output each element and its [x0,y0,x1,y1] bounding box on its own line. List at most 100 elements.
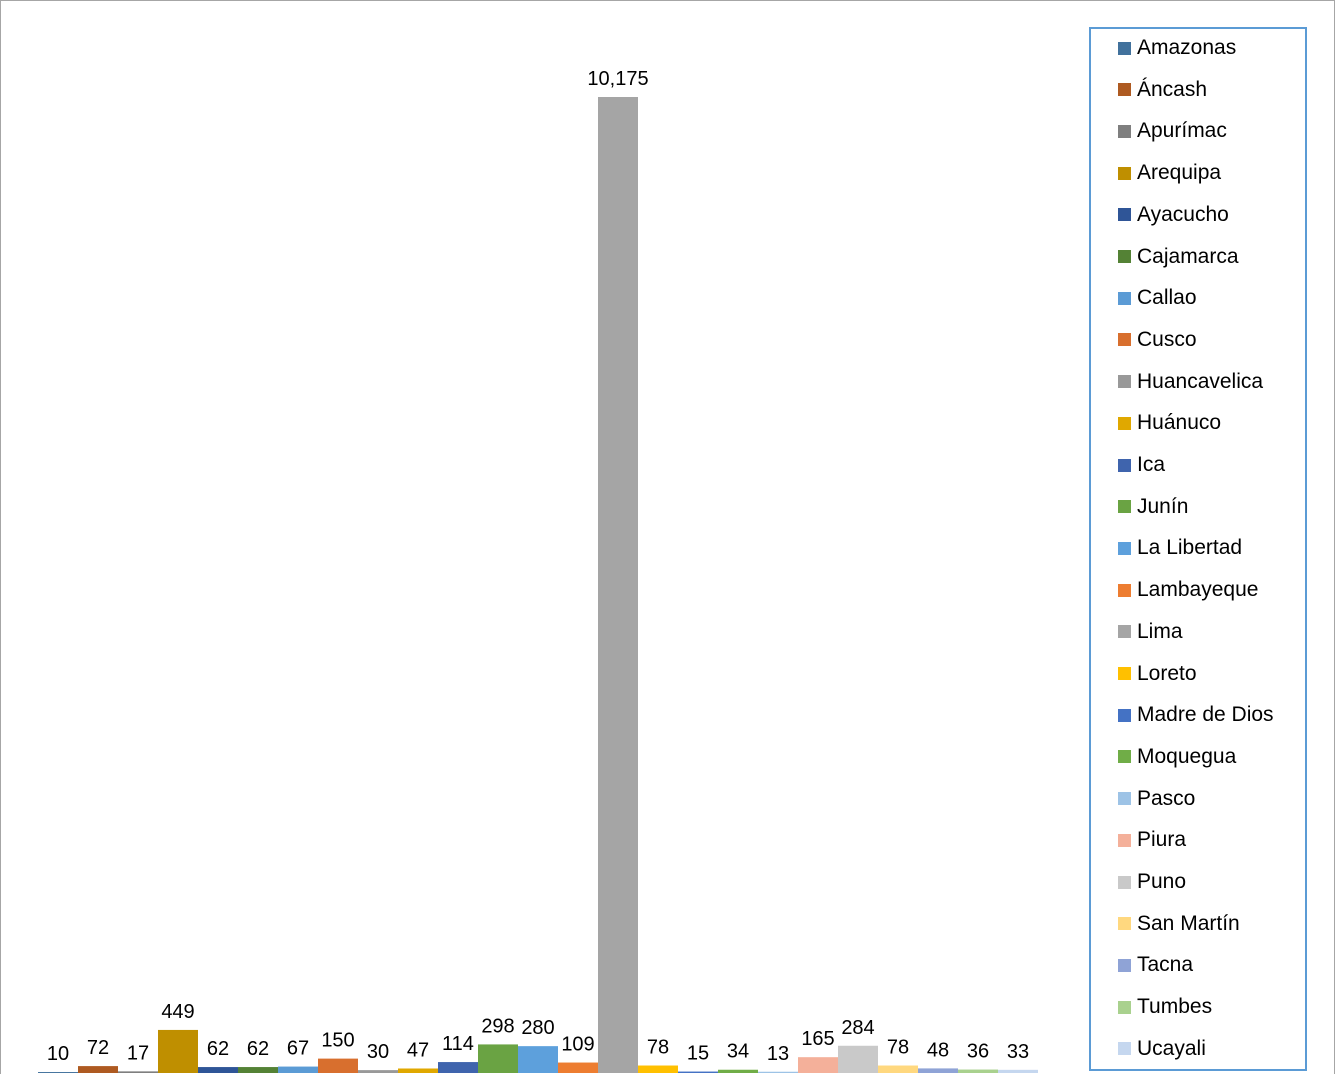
legend-swatch [1118,375,1131,389]
bar-lambayeque [558,1062,598,1073]
data-label-amazonas: 10 [47,1043,69,1065]
legend-item: Pasco [1118,784,1195,814]
data-label-cusco: 150 [321,1030,354,1052]
legend-swatch [1118,583,1131,597]
bar-huánuco [398,1068,438,1073]
legend-swatch [1118,1042,1131,1056]
legend-swatch [1118,708,1131,722]
data-label-tumbes: 36 [967,1041,989,1063]
legend-swatch [1118,458,1131,472]
bar-moquegua [718,1069,758,1073]
legend-item: La Libertad [1118,533,1242,563]
legend-label: Cusco [1137,327,1197,351]
data-label-loreto: 78 [647,1037,669,1059]
legend-label: Loreto [1137,661,1197,685]
bar-ayacucho [198,1067,238,1073]
bar-pasco [758,1071,798,1073]
legend-item: Lambayeque [1118,575,1258,605]
bar-piura [798,1057,838,1073]
data-label-madre-de-dios: 15 [687,1043,709,1065]
legend-label: Moquegua [1137,744,1237,768]
data-label-la-libertad: 280 [521,1017,554,1039]
legend-swatch [1118,166,1131,180]
legend-swatch [1118,208,1131,222]
legend-label: La Libertad [1137,536,1243,560]
data-label-lima: 10,175 [587,68,648,90]
legend-swatch [1118,792,1131,806]
bar-junín [478,1044,518,1073]
data-label-tacna: 48 [927,1039,949,1061]
legend-swatch [1118,291,1131,305]
bar-arequipa [158,1029,198,1073]
legend-label: Huánuco [1137,411,1222,435]
data-label-pasco: 13 [767,1043,789,1065]
data-label-apurímac: 17 [127,1042,149,1064]
legend-item: Cajamarca [1118,242,1239,272]
legend-label: Madre de Dios [1137,703,1274,727]
legend-label: Tacna [1137,953,1194,977]
bar-san-martín [878,1065,918,1073]
data-label-cajamarca: 62 [247,1038,269,1060]
legend-label: Callao [1137,286,1197,310]
bar-áncash [78,1066,118,1073]
legend-label: Pasco [1137,786,1196,810]
legend-item: Arequipa [1118,158,1221,188]
bars-group [38,97,1038,1073]
legend-label: Ica [1137,453,1166,476]
legend-item: Huancavelica [1118,367,1263,397]
data-label-ica: 114 [442,1033,474,1055]
legend-item: Apurímac [1118,116,1227,146]
legend-item: Moquegua [1118,742,1236,772]
legend-label: Ucayali [1137,1036,1206,1060]
bar-tumbes [958,1069,998,1073]
legend-label: Lima [1137,619,1183,643]
legend-swatch [1118,41,1131,55]
bar-amazonas [38,1072,78,1073]
bar-ica [438,1062,478,1073]
legend-label: Lambayeque [1137,578,1259,602]
legend-item: Ica [1118,450,1165,480]
legend-label: Junín [1137,494,1189,518]
data-label-huancavelica: 30 [367,1041,389,1063]
legend-label: Puno [1137,870,1187,893]
legend-swatch [1118,875,1131,889]
legend-item: Cusco [1118,325,1197,355]
data-label-áncash: 72 [87,1037,109,1059]
bar-huancavelica [358,1070,398,1073]
legend-item: Callao [1118,283,1197,313]
legend-swatch [1118,333,1131,347]
legend-label: Piura [1137,828,1187,852]
data-labels-group: 10 72 17 449 62 62 67 150 30 47 114 298 280 109 10,175… [47,68,1029,1065]
legend-item: Loreto [1118,659,1197,689]
legend-swatch [1118,625,1131,639]
legend-item: Piura [1118,825,1186,855]
bar-madre-de-dios [678,1071,718,1073]
legend-item: Huánuco [1118,408,1221,438]
data-label-arequipa: 449 [161,1001,194,1023]
legend-swatch [1118,917,1131,931]
legend-item: San Martín [1118,909,1240,939]
legend-label: San Martín [1137,911,1240,935]
bar-apurímac [118,1071,158,1073]
legend-label: Áncash [1137,77,1208,101]
data-label-callao: 67 [287,1038,309,1060]
data-label-ayacucho: 62 [207,1038,229,1060]
bar-loreto [638,1065,678,1073]
legend-swatch [1118,500,1131,514]
legend-item: Junín [1118,492,1188,522]
legend-item: Áncash [1118,75,1207,105]
legend-swatch [1118,833,1131,847]
legend-swatch [1118,416,1131,430]
bar-puno [838,1045,878,1073]
legend-label: Cajamarca [1137,244,1239,268]
legend-label: Ayacucho [1137,202,1229,226]
data-label-lambayeque: 109 [561,1034,594,1056]
data-label-junín: 298 [481,1015,514,1037]
bar-callao [278,1066,318,1073]
bar-cusco [318,1058,358,1073]
legend-item: Lima [1118,617,1183,647]
data-label-san-martín: 78 [887,1037,909,1059]
bar-chart-plot: 10 72 17 449 62 62 67 150 30 47 114 298 280 109 10,175… [38,68,1038,1073]
legend-swatch [1118,667,1131,680]
